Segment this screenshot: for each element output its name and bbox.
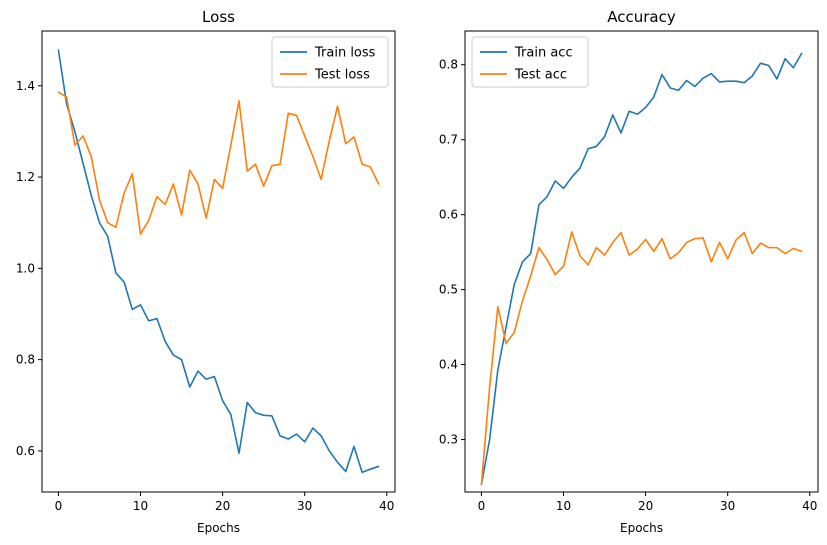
series-line-test-loss <box>57 91 380 235</box>
y-tick-label: 0.6 <box>16 444 35 458</box>
y-tick-label: 1.0 <box>16 261 35 275</box>
y-tick-label: 0.8 <box>439 58 458 72</box>
x-tick-label: 40 <box>379 499 394 513</box>
panel-1: Accuracy 0 10 20 30 40 0.3 0.4 0.5 0.6 0.7 0.8 Epoch… <box>439 8 819 535</box>
x-tick-label: 0 <box>55 499 63 513</box>
legend-label: Train acc <box>514 46 573 61</box>
legend-label: Train loss <box>314 46 376 61</box>
series-line-train-acc <box>480 52 803 486</box>
panel-0: Loss 0 10 20 30 40 0.6 0.8 1.0 1.2 1.4 Epochs Train … <box>16 8 396 535</box>
legend-label: Test acc <box>514 68 567 83</box>
y-tick-label: 0.8 <box>16 353 35 367</box>
chart-title: Loss <box>202 8 235 26</box>
x-tick-label: 0 <box>478 499 486 513</box>
x-tick-label: 10 <box>556 499 571 513</box>
x-tick-label: 10 <box>133 499 148 513</box>
y-tick-label: 0.4 <box>439 358 458 372</box>
x-tick-label: 20 <box>215 499 230 513</box>
legend: Train loss Test loss <box>271 36 389 88</box>
x-tick-label: 40 <box>802 499 817 513</box>
axes-frame <box>464 30 819 493</box>
axes-frame <box>41 30 396 493</box>
y-tick-label: 0.7 <box>439 133 458 147</box>
y-tick-label: 0.6 <box>439 208 458 222</box>
y-tick-label: 0.5 <box>439 283 458 297</box>
x-axis-label: Epochs <box>197 521 240 535</box>
x-tick-label: 30 <box>297 499 312 513</box>
x-tick-label: 30 <box>720 499 735 513</box>
series-line-test-acc <box>480 231 803 486</box>
chart-title: Accuracy <box>607 8 676 26</box>
y-tick-label: 1.4 <box>16 79 35 93</box>
x-axis-label: Epochs <box>620 521 663 535</box>
x-tick-label: 20 <box>638 499 653 513</box>
y-tick-label: 1.2 <box>16 170 35 184</box>
legend-label: Test loss <box>314 68 370 83</box>
legend: Train acc Test acc <box>471 36 589 88</box>
series-line-train-loss <box>57 49 380 474</box>
y-tick-label: 0.3 <box>439 433 458 447</box>
